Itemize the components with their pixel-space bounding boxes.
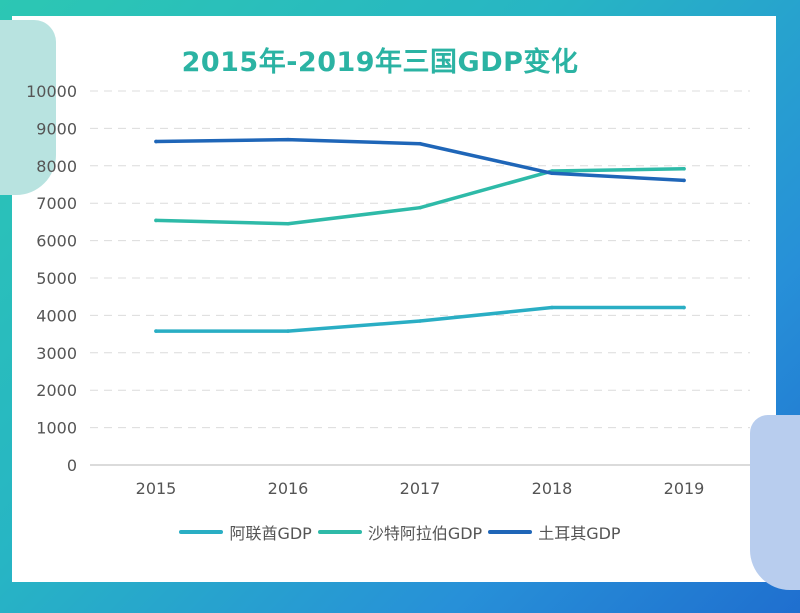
chart-panel [12, 16, 776, 582]
data-point [286, 329, 290, 333]
legend-label-uae: 阿联酋GDP [229, 524, 312, 543]
legend-item-uae[interactable]: 阿联酋GDP [179, 520, 312, 544]
legend-item-turkey[interactable]: 土耳其GDP [488, 520, 621, 544]
y-tick-label: 4000 [36, 306, 77, 325]
data-point [418, 319, 422, 323]
x-tick-label: 2016 [268, 479, 309, 498]
y-tick-label: 5000 [36, 269, 77, 288]
decorative-shape-left [0, 20, 56, 195]
data-point [682, 305, 686, 310]
y-tick-label: 6000 [36, 232, 77, 251]
data-point [418, 205, 422, 210]
data-point [682, 178, 686, 183]
data-point [550, 171, 554, 176]
data-point [286, 137, 290, 142]
y-tick-label: 3000 [36, 344, 77, 363]
data-point [550, 305, 554, 310]
chart-title: 2015年-2019年三国GDP变化 [181, 47, 579, 78]
x-tick-label: 2017 [400, 479, 441, 498]
legend-label-turkey: 土耳其GDP [538, 524, 621, 543]
data-point [154, 139, 158, 144]
series-line-2 [154, 137, 686, 183]
legend-label-saudi: 沙特阿拉伯GDP [367, 524, 483, 543]
legend-swatch-uae [179, 530, 224, 534]
data-point [682, 166, 686, 171]
legend-swatch-saudi [317, 530, 362, 534]
x-tick-label: 2018 [532, 479, 573, 498]
y-tick-label: 8000 [36, 157, 77, 176]
y-tick-label: 9000 [36, 119, 77, 138]
data-point [154, 329, 158, 333]
data-point [418, 141, 422, 146]
y-tick-label: 10000 [26, 82, 77, 101]
y-tick-label: 0 [67, 456, 77, 475]
y-tick-label: 7000 [36, 194, 77, 213]
y-tick-label: 2000 [36, 381, 77, 400]
decorative-shape-right [750, 415, 800, 590]
legend-swatch-turkey [488, 530, 533, 534]
data-point [154, 218, 158, 223]
x-tick-label: 2015 [136, 479, 177, 498]
legend: 阿联酋GDP 沙特阿拉伯GDP 土耳其GDP [0, 520, 800, 544]
y-tick-label: 1000 [36, 419, 77, 438]
legend-item-saudi[interactable]: 沙特阿拉伯GDP [317, 520, 483, 544]
data-point [286, 221, 290, 226]
x-tick-label: 2019 [664, 479, 705, 498]
